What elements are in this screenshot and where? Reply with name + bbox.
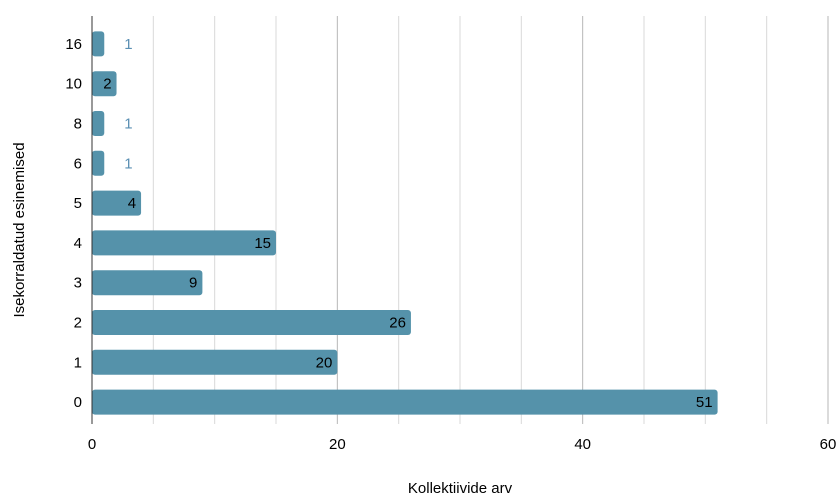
y-tick-label: 8 <box>74 116 82 133</box>
data-label: 1 <box>124 116 132 133</box>
y-tick-label: 4 <box>74 235 82 252</box>
bar <box>92 310 411 335</box>
data-label: 4 <box>128 195 136 212</box>
data-label: 2 <box>103 76 111 93</box>
bar <box>92 190 142 216</box>
bars <box>92 31 718 415</box>
bar <box>92 270 203 296</box>
y-tick-label: 0 <box>74 394 82 411</box>
data-label: 1 <box>124 155 132 172</box>
data-label: 9 <box>189 275 197 292</box>
y-axis-title: Isekorraldatud esinemised <box>11 142 28 317</box>
bar <box>92 111 105 136</box>
y-tick-label: 1 <box>74 354 82 371</box>
bar <box>92 349 338 375</box>
data-label: 15 <box>254 235 271 252</box>
data-label: 51 <box>696 394 713 411</box>
x-tick-label: 40 <box>574 436 591 453</box>
bar <box>92 389 718 415</box>
x-tick-label: 0 <box>88 436 96 453</box>
bar <box>92 230 276 256</box>
data-label: 1 <box>124 36 132 53</box>
x-tick-labels: 0 20 40 60 <box>88 436 837 453</box>
y-tick-label: 2 <box>74 315 82 332</box>
y-tick-label: 16 <box>65 36 82 53</box>
bar <box>92 71 117 97</box>
y-tick-label: 3 <box>74 275 82 292</box>
gridlines <box>152 16 829 424</box>
y-tick-label: 6 <box>74 155 82 172</box>
data-label: 20 <box>316 354 333 371</box>
x-axis-title: Kollektiivide arv <box>408 480 513 497</box>
bar <box>92 150 105 176</box>
x-tick-label: 60 <box>820 436 837 453</box>
data-label: 26 <box>389 315 406 332</box>
x-tick-label: 20 <box>329 436 346 453</box>
y-tick-label: 10 <box>65 76 82 93</box>
bar <box>92 31 105 57</box>
data-labels: 1 2 1 1 4 15 9 26 20 51 <box>103 36 712 411</box>
y-tick-label: 5 <box>74 195 82 212</box>
